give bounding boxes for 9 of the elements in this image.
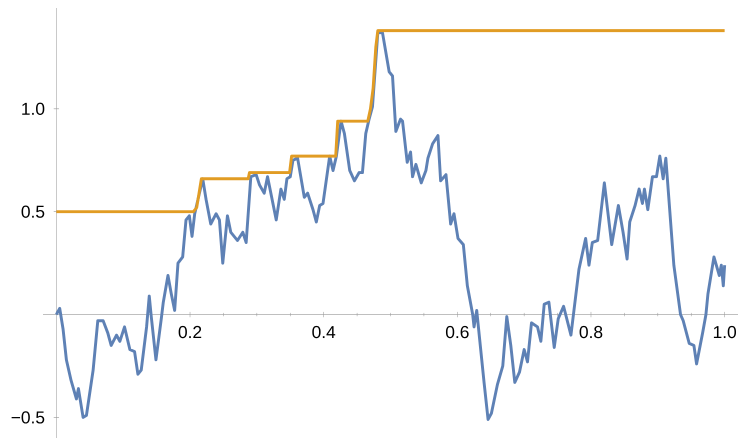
x-tick-label: 0.4 [312, 326, 336, 338]
x-tick-label: 0.2 [178, 326, 202, 338]
y-tick-label: 0.5 [22, 206, 44, 218]
line-series [54, 29, 726, 214]
x-tick-label: 0.8 [580, 326, 602, 338]
x-tick-label: 1.0 [714, 326, 736, 338]
y-tick-label: −0.5 [12, 411, 44, 424]
x-tick-label: 0.6 [446, 326, 469, 338]
y-tick-label: 1.0 [22, 102, 44, 115]
